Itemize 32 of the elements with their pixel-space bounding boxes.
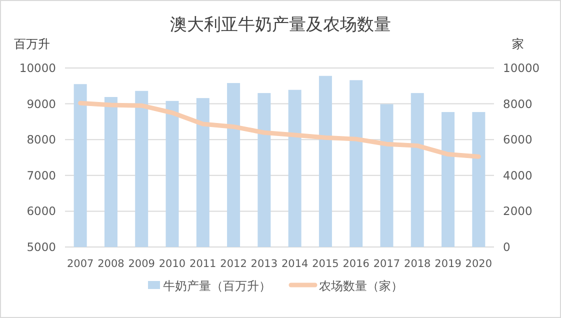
x-tick-label: 2010 <box>158 258 186 270</box>
x-tick-label: 2015 <box>312 258 339 270</box>
x-tick-label: 2019 <box>434 258 462 270</box>
y2-axis-title: 家 <box>512 37 524 51</box>
chart-title: 澳大利亚牛奶产量及农场数量 <box>170 15 391 35</box>
y-tick-label: 5000 <box>26 240 56 254</box>
y-tick-label: 6000 <box>26 204 56 218</box>
x-tick-label: 2016 <box>342 258 370 270</box>
y2-tick-label: 8000 <box>503 96 532 111</box>
x-tick-label: 2014 <box>281 258 308 270</box>
y2-tick-label: 4000 <box>503 168 532 182</box>
x-tick-label: 2018 <box>404 258 431 270</box>
line-series <box>78 100 481 159</box>
y2-tick-label: 0 <box>503 240 510 254</box>
y-tick-label: 9000 <box>26 96 56 111</box>
x-tick-label: 2008 <box>98 258 124 270</box>
x-tick-label: 2017 <box>373 258 400 270</box>
x-tick-label: 2013 <box>250 258 278 270</box>
x-tick-label: 2009 <box>128 258 155 270</box>
y2-tick-label: 10000 <box>503 61 540 75</box>
y-tick-label: 7000 <box>26 168 56 182</box>
y2-tick-label: 2000 <box>503 204 532 218</box>
x-tick-label: 2011 <box>190 258 216 270</box>
x-tick-label: 2012 <box>220 258 247 270</box>
legend-label: 牛奶产量（百万升） <box>163 279 271 293</box>
legend-label: 农场数量（家） <box>319 279 403 293</box>
x-tick-label: 2020 <box>465 258 492 270</box>
y-axis-title: 百万升 <box>14 37 50 51</box>
y-tick-label: 10000 <box>19 61 56 75</box>
y-tick-label: 8000 <box>26 132 56 147</box>
y2-tick-label: 6000 <box>503 132 532 147</box>
x-tick-label: 2007 <box>66 258 94 270</box>
